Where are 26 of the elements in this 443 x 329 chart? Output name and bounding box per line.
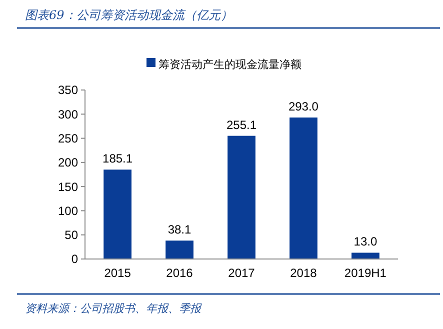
bar <box>290 118 318 259</box>
y-tick-label: 250 <box>58 131 78 146</box>
bar <box>228 136 256 259</box>
x-tick-label: 2017 <box>228 266 256 280</box>
y-tick-label: 200 <box>58 156 78 170</box>
text: 38.1 <box>168 222 192 237</box>
legend-label: 筹资活动产生的现金流量净额 <box>158 58 302 71</box>
y-tick-label: 0 <box>71 252 78 266</box>
text: 13.0 <box>354 234 378 249</box>
bar <box>104 170 132 259</box>
x-tick-label: 2016 <box>166 266 194 280</box>
bar <box>166 240 194 259</box>
x-tick-label: 2019H1 <box>344 266 387 280</box>
text: 185.1 <box>102 152 133 166</box>
bar <box>352 252 380 259</box>
y-tick-label: 100 <box>58 204 78 218</box>
text: 293.0 <box>288 100 318 114</box>
x-tick-label: 2015 <box>104 266 132 280</box>
chart-title: 图表69：公司筹资活动现金流（亿元） <box>25 8 232 22</box>
text: 255.1 <box>226 118 257 132</box>
y-tick-label: 350 <box>58 83 78 98</box>
y-tick-label: 150 <box>58 180 78 194</box>
y-tick-label: 300 <box>58 107 78 122</box>
x-tick-label: 2018 <box>290 266 318 280</box>
text: 资料来源：公司招股书、年报、季报 <box>25 302 202 315</box>
y-tick-label: 50 <box>64 228 78 242</box>
